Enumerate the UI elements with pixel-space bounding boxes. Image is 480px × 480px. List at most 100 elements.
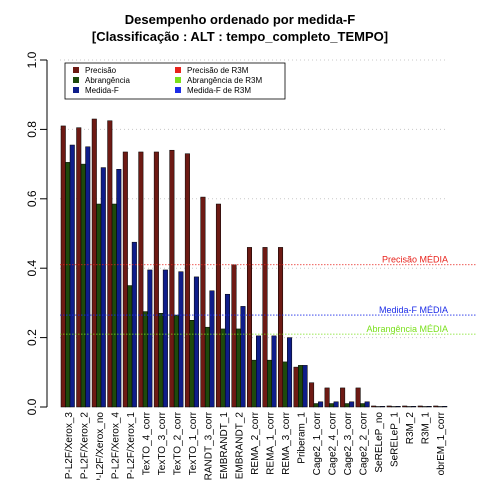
bar-medida-f [411, 406, 417, 408]
bar-abrang-ncia [298, 365, 304, 408]
bar-precis-o [371, 405, 377, 408]
y-tick-label: 1.0 [25, 51, 39, 68]
bar-precis-o [386, 405, 392, 408]
bar-medida-f [69, 144, 75, 408]
category-label: TexTO_3_corr [157, 411, 168, 475]
category-label: P-L2F/Xerox_4 [110, 412, 121, 480]
bar-medida-f [426, 406, 432, 408]
category-label: SeRELeP_1 [390, 412, 401, 467]
bar-medida-f [100, 167, 106, 408]
bar-medida-f [364, 401, 370, 408]
bar-precis-o [215, 203, 221, 408]
bar-precis-o [417, 405, 423, 408]
legend-label: Abrangência [85, 76, 130, 85]
bar-precis-o [60, 125, 66, 408]
bar-abrang-ncia [437, 406, 443, 408]
category-label: REMA_3_corr [281, 411, 292, 474]
bar-precis-o [293, 366, 299, 408]
bar-medida-f [318, 401, 324, 408]
legend-label: Medida-F [85, 86, 119, 95]
category-label: EMBRANDT_2 [234, 412, 245, 480]
bar-medida-f [442, 406, 448, 408]
category-label: TexTO_1_corr [188, 411, 199, 475]
bar-precis-o [278, 247, 284, 408]
reference-line-label: Abrangência MÉDIA [366, 324, 448, 334]
legend-swatch [73, 87, 79, 93]
bar-abrang-ncia [251, 359, 257, 408]
category-label: R3M_2 [405, 412, 416, 445]
chart-title: Desempenho ordenado por medida-F [124, 12, 356, 27]
bar-precis-o [324, 387, 330, 408]
bar-medida-f [395, 406, 401, 408]
bar-medida-f [147, 269, 153, 408]
chart-subtitle: [Classificação : ALT : tempo_completo_TE… [91, 29, 389, 44]
bar-precis-o [402, 405, 408, 408]
bar-abrang-ncia [111, 203, 117, 408]
category-label: Priberam_1 [297, 412, 308, 464]
category-label: SeRELeP_no [374, 412, 385, 473]
bar-medida-f [256, 335, 262, 408]
bar-precis-o [231, 264, 237, 408]
y-tick-label: 0.8 [25, 121, 39, 138]
bar-abrang-ncia [158, 313, 164, 408]
bar-precis-o [122, 151, 128, 408]
legend-label: Precisão de R3M [187, 66, 249, 75]
reference-line-label: Precisão MÉDIA [382, 255, 448, 265]
bar-medida-f [209, 290, 215, 408]
bar-medida-f [287, 337, 293, 408]
bar-abrang-ncia [422, 406, 428, 408]
y-tick-label: 0.2 [25, 329, 39, 346]
bar-precis-o [169, 149, 175, 408]
y-tick-label: 0.0 [25, 398, 39, 415]
bar-abrang-ncia [65, 162, 71, 408]
bar-abrang-ncia [313, 403, 319, 408]
legend-swatch [175, 77, 181, 83]
category-label: Cage2_1_corr [312, 411, 323, 475]
bar-medida-f [85, 146, 91, 408]
bar-precis-o [91, 118, 97, 408]
category-label: P-L2F/Xerox_3 [64, 412, 75, 480]
legend-swatch [175, 67, 181, 73]
bar-precis-o [355, 387, 361, 408]
bar-medida-f [349, 401, 355, 408]
bar-abrang-ncia [360, 403, 366, 408]
bar-medida-f [333, 401, 339, 408]
category-label: P-L2F/Xerox_no [95, 412, 106, 480]
bar-precis-o [138, 151, 144, 408]
bar-precis-o [76, 127, 82, 408]
category-label: REMA_1_corr [266, 411, 277, 474]
category-label: TexTO_2_corr [172, 411, 183, 475]
bar-precis-o [433, 405, 439, 408]
bar-medida-f [131, 241, 137, 408]
bar-abrang-ncia [204, 326, 210, 408]
category-label: Cage2_3_corr [343, 411, 354, 475]
bar-precis-o [153, 151, 159, 408]
legend-swatch [73, 77, 79, 83]
bar-medida-f [240, 306, 246, 408]
category-label: Cage2_4_corr [328, 411, 339, 475]
bar-medida-f [178, 271, 184, 408]
category-label: Cage2_2_corr [359, 411, 370, 475]
bar-medida-f [271, 335, 277, 408]
bar-abrang-ncia [406, 406, 412, 408]
bar-precis-o [184, 153, 190, 408]
bar-abrang-ncia [80, 163, 86, 408]
bar-abrang-ncia [173, 314, 179, 408]
bar-medida-f [302, 365, 308, 408]
category-label: EMBRANDT_1 [219, 412, 230, 480]
legend-label: Medida-F de R3M [187, 86, 251, 95]
bar-precis-o [309, 382, 315, 408]
bar-abrang-ncia [235, 328, 241, 408]
bar-precis-o [200, 196, 206, 408]
bar-medida-f [380, 406, 386, 408]
bar-abrang-ncia [142, 311, 148, 408]
y-tick-label: 0.6 [25, 190, 39, 207]
legend-swatch [73, 67, 79, 73]
category-label: RANDT_3_corr [203, 411, 214, 480]
legend-label: Precisão [85, 66, 117, 75]
bar-abrang-ncia [329, 403, 335, 408]
bar-abrang-ncia [96, 203, 102, 408]
legend-swatch [175, 87, 181, 93]
